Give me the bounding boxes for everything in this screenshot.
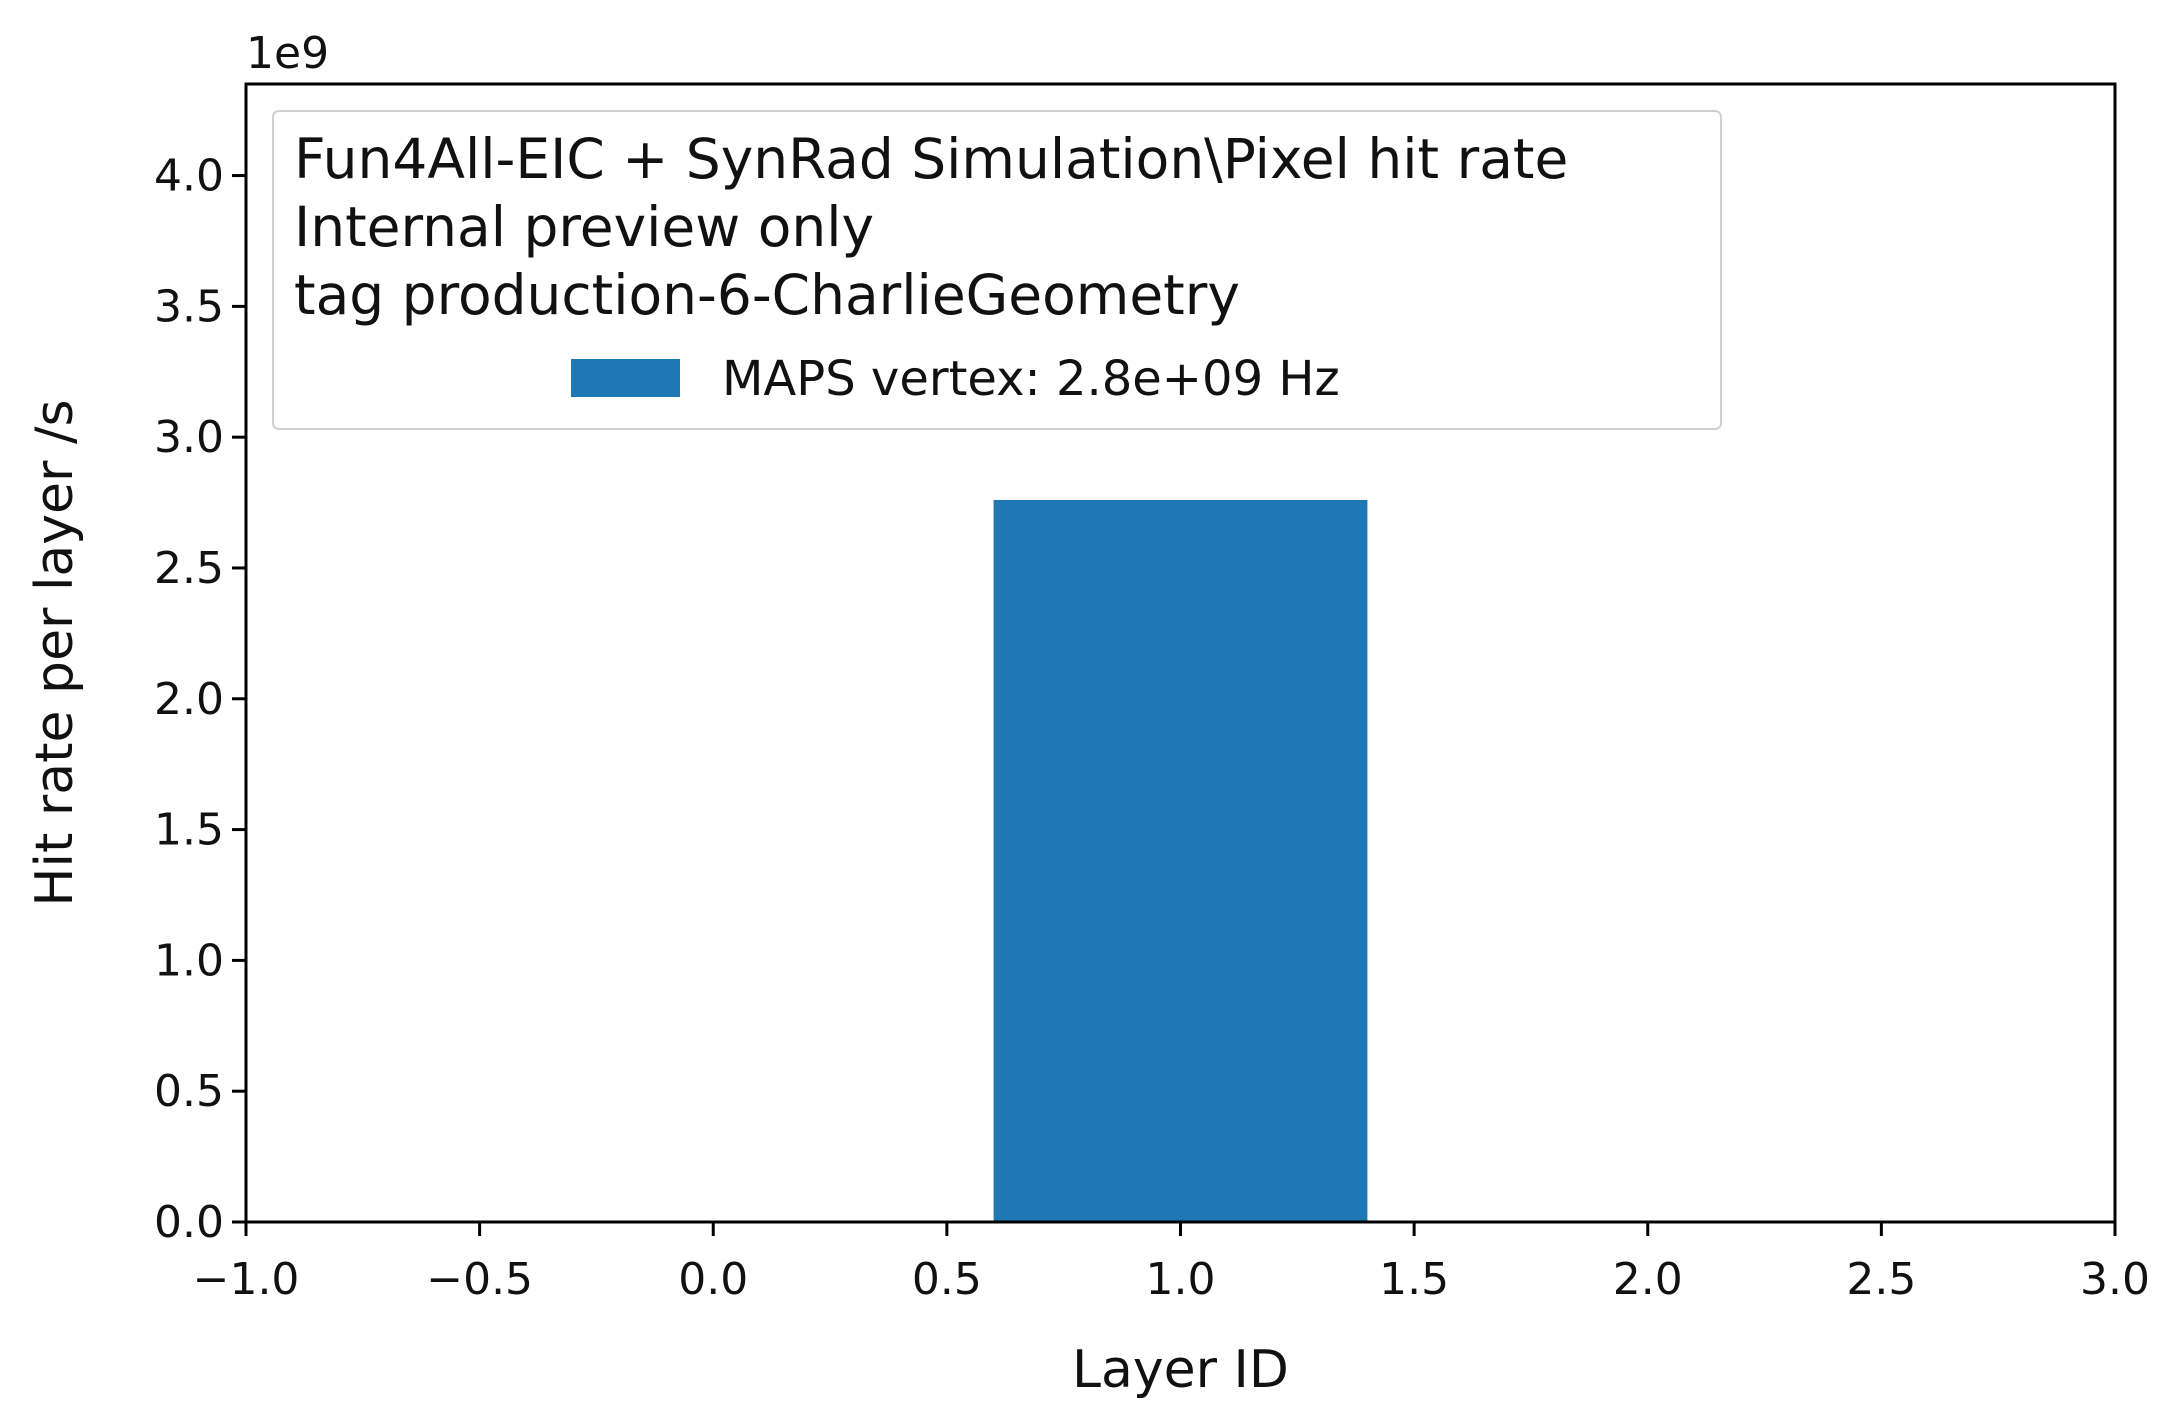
x-tick-label: 3.0 <box>2080 1254 2150 1305</box>
x-tick-label: −0.5 <box>426 1254 533 1305</box>
y-tick-label: 0.0 <box>154 1197 224 1248</box>
bar <box>993 499 1368 1222</box>
legend-title-line: tag production-6-CharlieGeometry <box>294 263 1240 327</box>
legend-title-line: Fun4All-EIC + SynRad Simulation\Pixel hi… <box>294 127 1568 191</box>
x-tick-label: 1.5 <box>1379 1254 1449 1305</box>
y-tick-label: 2.5 <box>154 543 224 594</box>
y-tick-label: 4.0 <box>154 151 224 202</box>
x-tick-label: 0.5 <box>912 1254 982 1305</box>
legend-swatch <box>571 359 680 397</box>
legend: Fun4All-EIC + SynRad Simulation\Pixel hi… <box>272 110 1722 430</box>
x-tick-label: 0.0 <box>678 1254 748 1305</box>
x-tick-label: −1.0 <box>193 1254 300 1305</box>
x-tick-label: 2.5 <box>1846 1254 1916 1305</box>
plot-area: −1.0 −0.5 0.0 0.5 1.0 1.5 2.0 2.5 3.0 0.0 0.5 1.0 1… <box>154 82 2150 1305</box>
y-tick-label: 3.5 <box>154 281 224 332</box>
y-tick-label: 1.5 <box>154 805 224 856</box>
legend-title-line: Internal preview only <box>294 195 874 259</box>
bars <box>993 499 1368 1222</box>
y-tick-label: 1.0 <box>154 935 224 986</box>
y-tick-label: 3.0 <box>154 412 224 463</box>
x-tick-label: 1.0 <box>1146 1254 1216 1305</box>
x-axis-label: Layer ID <box>1072 1340 1289 1400</box>
x-tick-label: 2.0 <box>1613 1254 1683 1305</box>
legend-box <box>272 110 1722 430</box>
legend-entry-label: MAPS vertex: 2.8e+09 Hz <box>722 351 1340 407</box>
x-axis-ticks: −1.0 −0.5 0.0 0.5 1.0 1.5 2.0 2.5 3.0 <box>193 1222 2150 1305</box>
y-axis-multiplier: 1e9 <box>246 28 329 79</box>
y-tick-label: 0.5 <box>154 1066 224 1117</box>
y-tick-label: 2.0 <box>154 674 224 725</box>
y-axis-label: Hit rate per layer /s <box>25 399 85 906</box>
y-axis-ticks: 0.0 0.5 1.0 1.5 2.0 2.5 3.0 3.5 4.0 <box>154 151 246 1248</box>
